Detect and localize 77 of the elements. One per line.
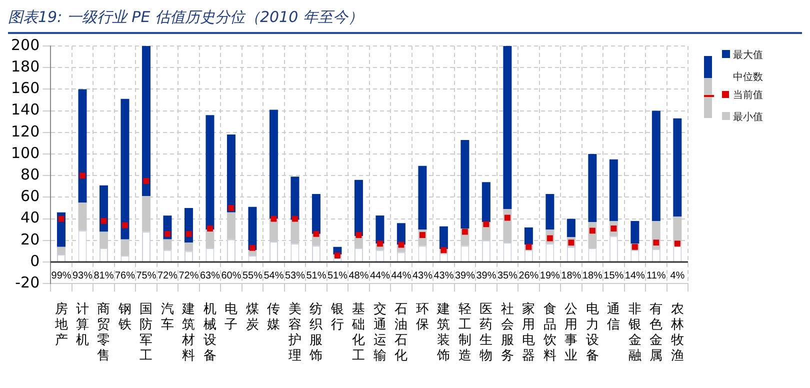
x-tick-label: 有色金属 bbox=[650, 302, 663, 364]
x-tick-label: 交通运输 bbox=[373, 300, 386, 364]
annotation: 43% bbox=[434, 270, 454, 282]
y-tick-label: 120 bbox=[10, 122, 40, 140]
x-tick-label: 计算机 bbox=[76, 302, 89, 348]
y-tick-label: 100 bbox=[10, 144, 40, 162]
x-tick-label: 商贸零售 bbox=[97, 302, 110, 364]
y-tick-label: 160 bbox=[10, 79, 40, 98]
annotation: 15% bbox=[604, 270, 624, 282]
x-tick-label: 汽车 bbox=[160, 302, 174, 332]
x-tick-label: 电子 bbox=[224, 302, 238, 332]
x-tick-label: 基础化工 bbox=[351, 302, 366, 364]
x-tick-label: 非银金融 bbox=[627, 302, 642, 364]
text: 中位数 bbox=[733, 72, 763, 84]
annotation: 53% bbox=[284, 270, 306, 282]
annotation: 75% bbox=[136, 270, 156, 282]
legend-label: 最小值 bbox=[732, 112, 763, 124]
y-tick-label: 0 bbox=[30, 252, 40, 270]
x-tick-label: 公用事业 bbox=[564, 302, 578, 364]
annotation: 35% bbox=[497, 270, 518, 282]
annotation: 54% bbox=[264, 270, 284, 282]
x-tick-label: 银行 bbox=[330, 302, 344, 332]
x-tick-label: 煤炭 bbox=[246, 302, 259, 332]
annotation: 51% bbox=[327, 270, 348, 282]
x-tick-label: 美容护理 bbox=[287, 300, 302, 364]
y-tick-label: -20 bbox=[15, 273, 40, 292]
x-tick-label: 食品饮料 bbox=[542, 302, 556, 364]
y-tick-label: 40 bbox=[20, 208, 40, 227]
annotation: 18% bbox=[561, 270, 582, 282]
y-tick-label: 20 bbox=[20, 230, 40, 248]
x-tick-label: 传媒 bbox=[267, 302, 280, 332]
legend-label: 当前值 bbox=[732, 90, 763, 102]
annotation: 44% bbox=[391, 270, 412, 282]
x-tick-label: 国防军工 bbox=[140, 302, 153, 364]
annotation: 51% bbox=[306, 270, 326, 282]
x-tick-label: 石油石化 bbox=[394, 302, 408, 364]
x-tick-label: 建筑装饰 bbox=[436, 302, 450, 364]
annotation: 55% bbox=[242, 270, 263, 282]
annotation: 26% bbox=[518, 270, 539, 282]
chart-title: 图表19: 一级行业 PE 估值历史分位（2010 年至今） bbox=[8, 8, 802, 34]
annotation: 14% bbox=[624, 270, 646, 282]
annotation: 39% bbox=[476, 270, 496, 282]
annotation: 43% bbox=[412, 270, 433, 282]
x-tick-label: 电力设备 bbox=[586, 302, 599, 364]
annotation: 93% bbox=[72, 270, 93, 282]
annotation: 99% bbox=[51, 270, 72, 282]
y-tick-label: 140 bbox=[10, 100, 40, 119]
x-tick-label: 机械设备 bbox=[203, 302, 216, 364]
x-tick-label: 环保 bbox=[416, 302, 429, 332]
annotation: 81% bbox=[94, 270, 114, 282]
x-tick-label: 钢铁 bbox=[117, 302, 132, 332]
annotation: 19% bbox=[540, 270, 560, 282]
annotation: 44% bbox=[370, 270, 390, 282]
y-tick-label: 80 bbox=[20, 165, 40, 184]
annotation: 72% bbox=[178, 270, 199, 282]
x-tick-label: 通信 bbox=[607, 302, 620, 332]
annotation: 63% bbox=[200, 270, 220, 282]
x-tick-label: 医药生物 bbox=[480, 302, 493, 364]
legend-label: 最大值 bbox=[732, 50, 763, 62]
annotation: 11% bbox=[646, 270, 666, 282]
x-tick-label: 轻工制造 bbox=[458, 302, 472, 364]
x-tick-label: 社会服务 bbox=[500, 302, 514, 364]
x-tick-label: 建筑材料 bbox=[181, 302, 196, 364]
annotation: 60% bbox=[221, 270, 242, 282]
annotation: 48% bbox=[348, 270, 369, 282]
y-tick-label: 200 bbox=[10, 36, 40, 54]
annotation: 76% bbox=[114, 270, 136, 282]
x-tick-label: 家用电器 bbox=[522, 300, 536, 364]
annotation: 39% bbox=[454, 270, 476, 282]
y-tick-label: 180 bbox=[10, 57, 40, 76]
x-tick-label: 房地产 bbox=[54, 300, 68, 348]
annotation: 72% bbox=[157, 270, 178, 282]
x-tick-label: 农林牧渔 bbox=[670, 302, 684, 364]
x-tick-label: 纺织服饰 bbox=[308, 302, 323, 364]
annotation: 18% bbox=[582, 270, 603, 282]
y-tick-label: 60 bbox=[20, 187, 40, 206]
annotation: 4% bbox=[670, 270, 685, 282]
